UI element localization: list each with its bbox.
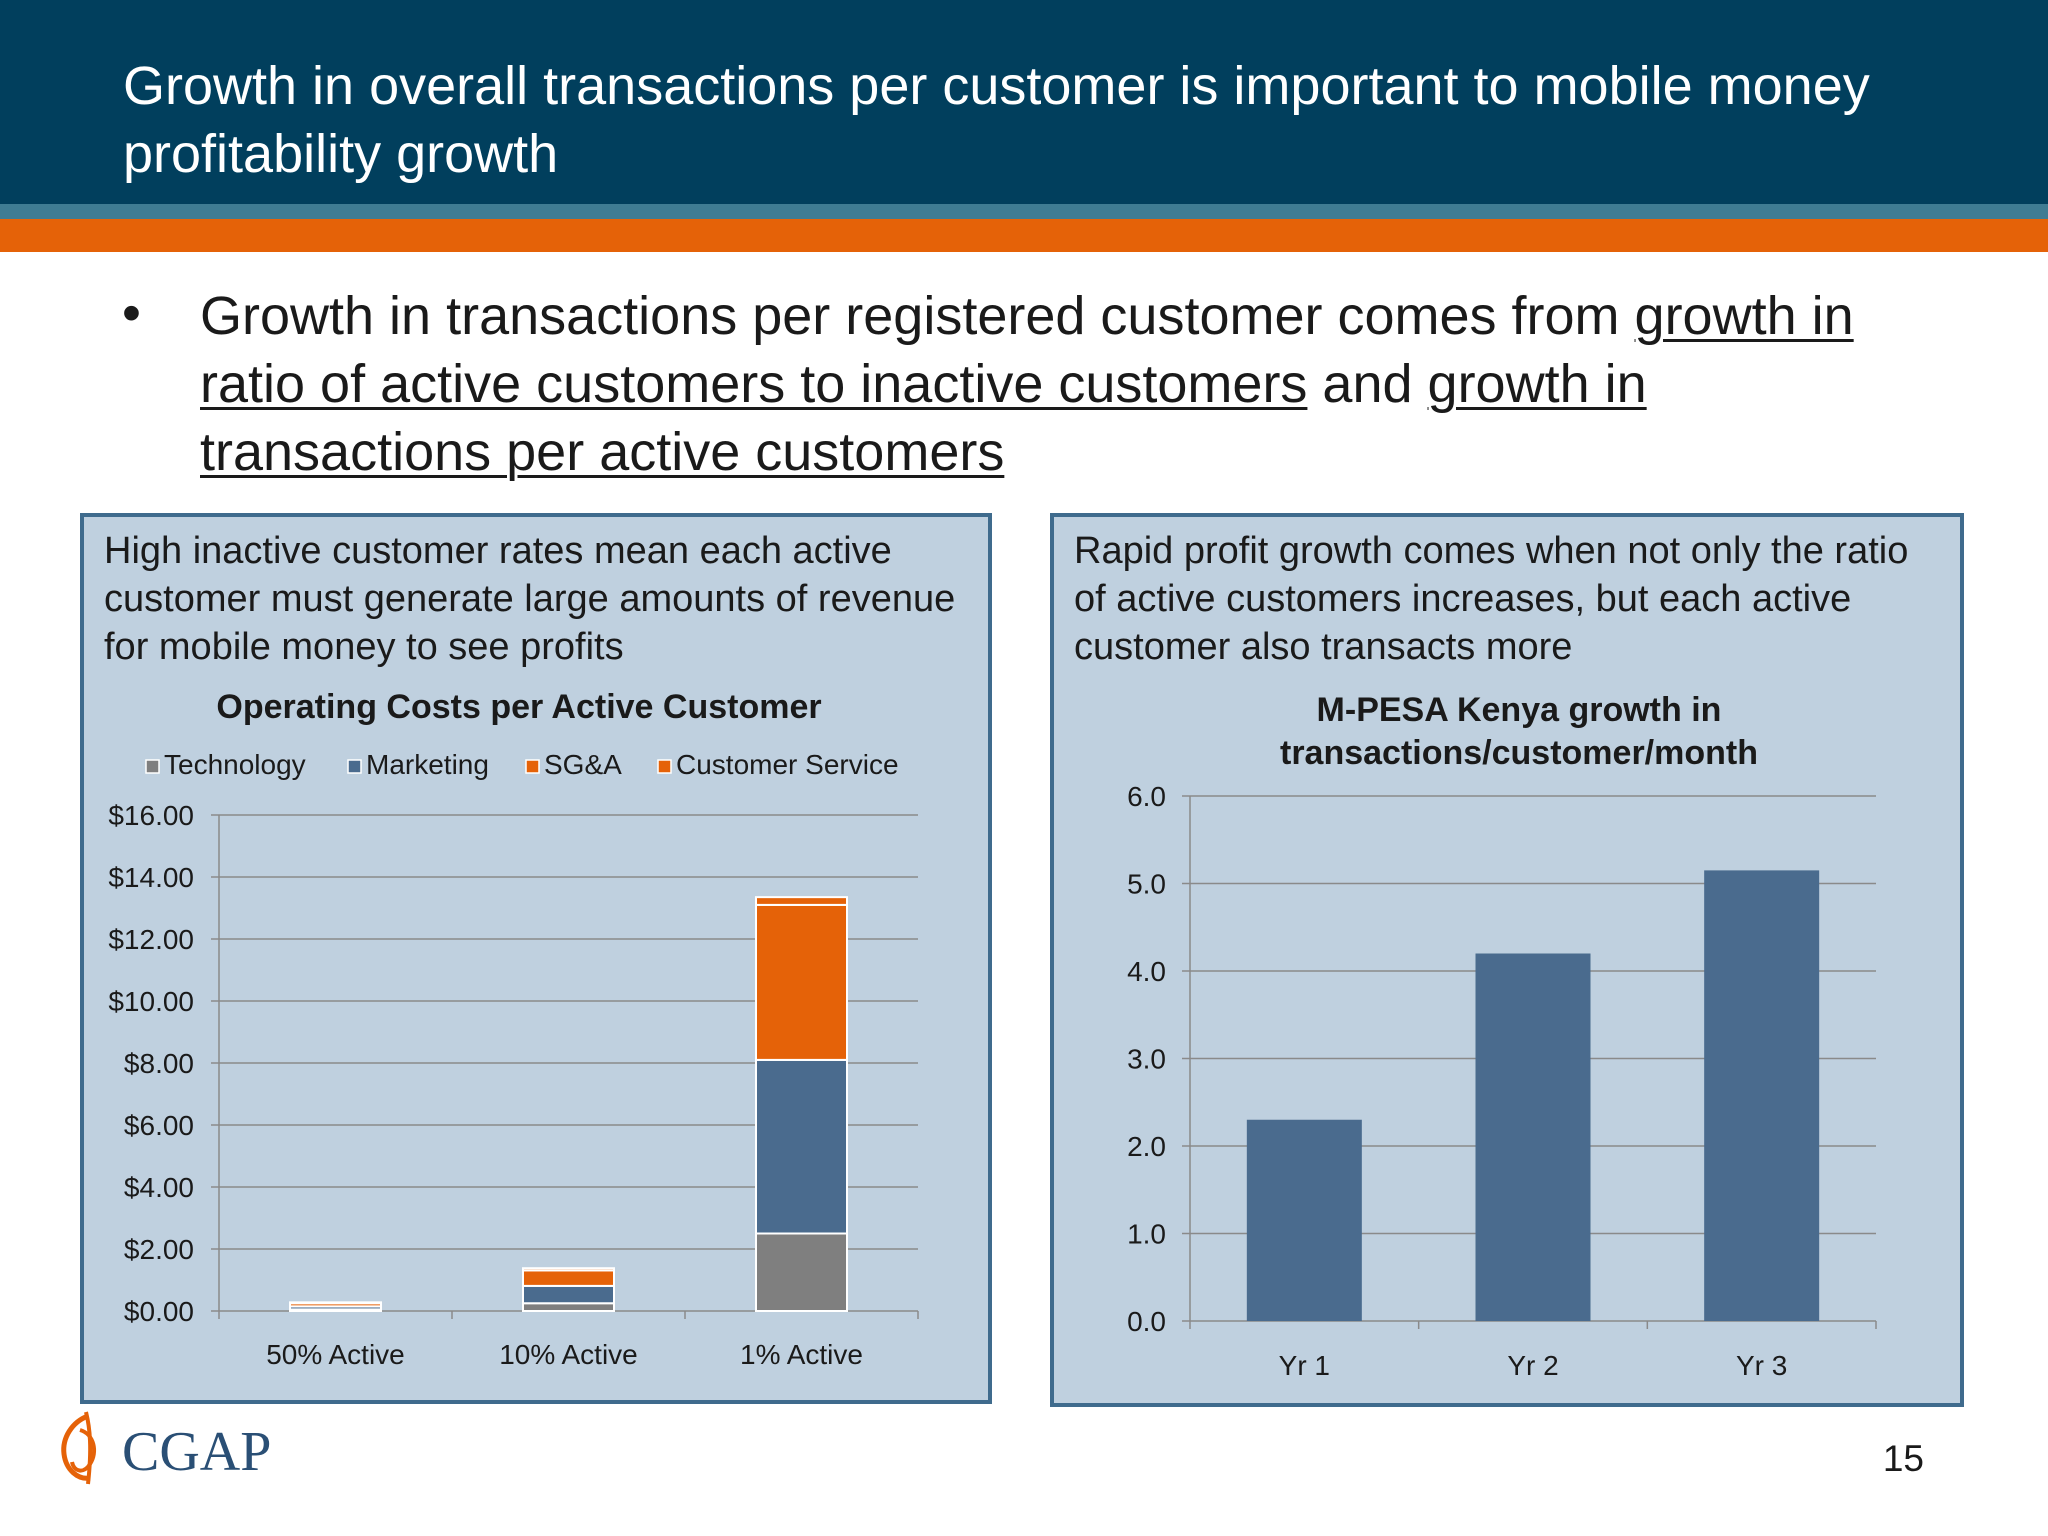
y-tick-label: $12.00 (108, 924, 194, 955)
legend-label: Marketing (366, 749, 489, 780)
y-tick-label: $14.00 (108, 862, 194, 893)
bar-segment (755, 903, 848, 1061)
legend-swatch (525, 759, 540, 774)
y-tick-label: $8.00 (124, 1048, 194, 1079)
y-tick-label: $16.00 (108, 800, 194, 831)
bar-segment (522, 1302, 615, 1312)
bar-segment (755, 1058, 848, 1235)
left-panel-caption: High inactive customer rates mean each a… (104, 530, 956, 668)
operating-costs-panel: High inactive customer rates mean each a… (80, 513, 992, 1404)
x-tick-label: Yr 3 (1736, 1350, 1787, 1381)
bullet-text-part2: and (1307, 354, 1428, 414)
y-tick-label: 6.0 (1127, 781, 1166, 812)
page-number: 15 (1882, 1438, 1924, 1479)
y-tick-label: 5.0 (1127, 869, 1166, 900)
x-tick-label: 10% Active (499, 1339, 638, 1370)
x-tick-label: Yr 1 (1279, 1350, 1330, 1381)
legend-swatch (347, 759, 362, 774)
bar-segment (522, 1269, 615, 1287)
bar-segment (522, 1267, 615, 1272)
bar (1475, 953, 1591, 1321)
x-tick-label: 1% Active (740, 1339, 863, 1370)
legend-swatch (657, 759, 672, 774)
chart-title-line: transactions/customer/month (1280, 734, 1758, 772)
bar-segment (289, 1301, 382, 1305)
y-tick-label: 0.0 (1127, 1306, 1166, 1337)
accent-stripe (0, 219, 2048, 252)
cgap-logo-text: CGAP (122, 1421, 271, 1483)
bullet-underlined-2: growth in transactions per active custom… (200, 354, 1647, 482)
bullet-text: Growth in transactions per registered cu… (200, 282, 1920, 486)
x-tick-label: 50% Active (266, 1339, 405, 1370)
header-divider (0, 204, 2048, 219)
bar-segment (755, 1232, 848, 1312)
mpesa-growth-chart: M-PESA Kenya growth in transactions/custo… (1127, 691, 1877, 1381)
chart-title-line: M-PESA Kenya growth in (1317, 691, 1722, 729)
slide-title: Growth in overall transactions per custo… (123, 56, 1870, 184)
legend-label: Technology (164, 749, 306, 780)
y-tick-label: 4.0 (1127, 956, 1166, 987)
y-tick-label: $10.00 (108, 986, 194, 1017)
y-tick-label: $4.00 (124, 1172, 194, 1203)
bar-segment (755, 896, 848, 906)
cgap-emblem-icon (61, 1411, 97, 1485)
bullet-marker: • (122, 283, 141, 343)
bullet-text-part1: Growth in transactions per registered cu… (200, 286, 1635, 346)
bar-segment (522, 1284, 615, 1305)
bar (1246, 1119, 1362, 1321)
y-tick-label: $6.00 (124, 1110, 194, 1141)
y-tick-label: $2.00 (124, 1234, 194, 1265)
legend-label: SG&A (544, 749, 622, 780)
cgap-logo: CGAP (61, 1411, 271, 1485)
mpesa-growth-panel: Rapid profit growth comes when not only … (1050, 513, 1964, 1407)
y-tick-label: 2.0 (1127, 1131, 1166, 1162)
x-tick-label: Yr 2 (1507, 1350, 1558, 1381)
right-panel-caption: Rapid profit growth comes when not only … (1074, 530, 1909, 668)
legend-swatch (145, 759, 160, 774)
y-tick-label: 3.0 (1127, 1044, 1166, 1075)
title-bar (0, 0, 2048, 204)
operating-costs-chart: Operating Costs per Active Customer Techn… (108, 688, 919, 1370)
chart-title: Operating Costs per Active Customer (216, 688, 821, 726)
y-tick-label: 1.0 (1127, 1219, 1166, 1250)
bar (1704, 870, 1820, 1321)
y-tick-label: $0.00 (124, 1296, 194, 1327)
legend-label: Customer Service (676, 749, 899, 780)
bullet-underlined-1: growth in ratio of active customers to i… (200, 286, 1854, 414)
